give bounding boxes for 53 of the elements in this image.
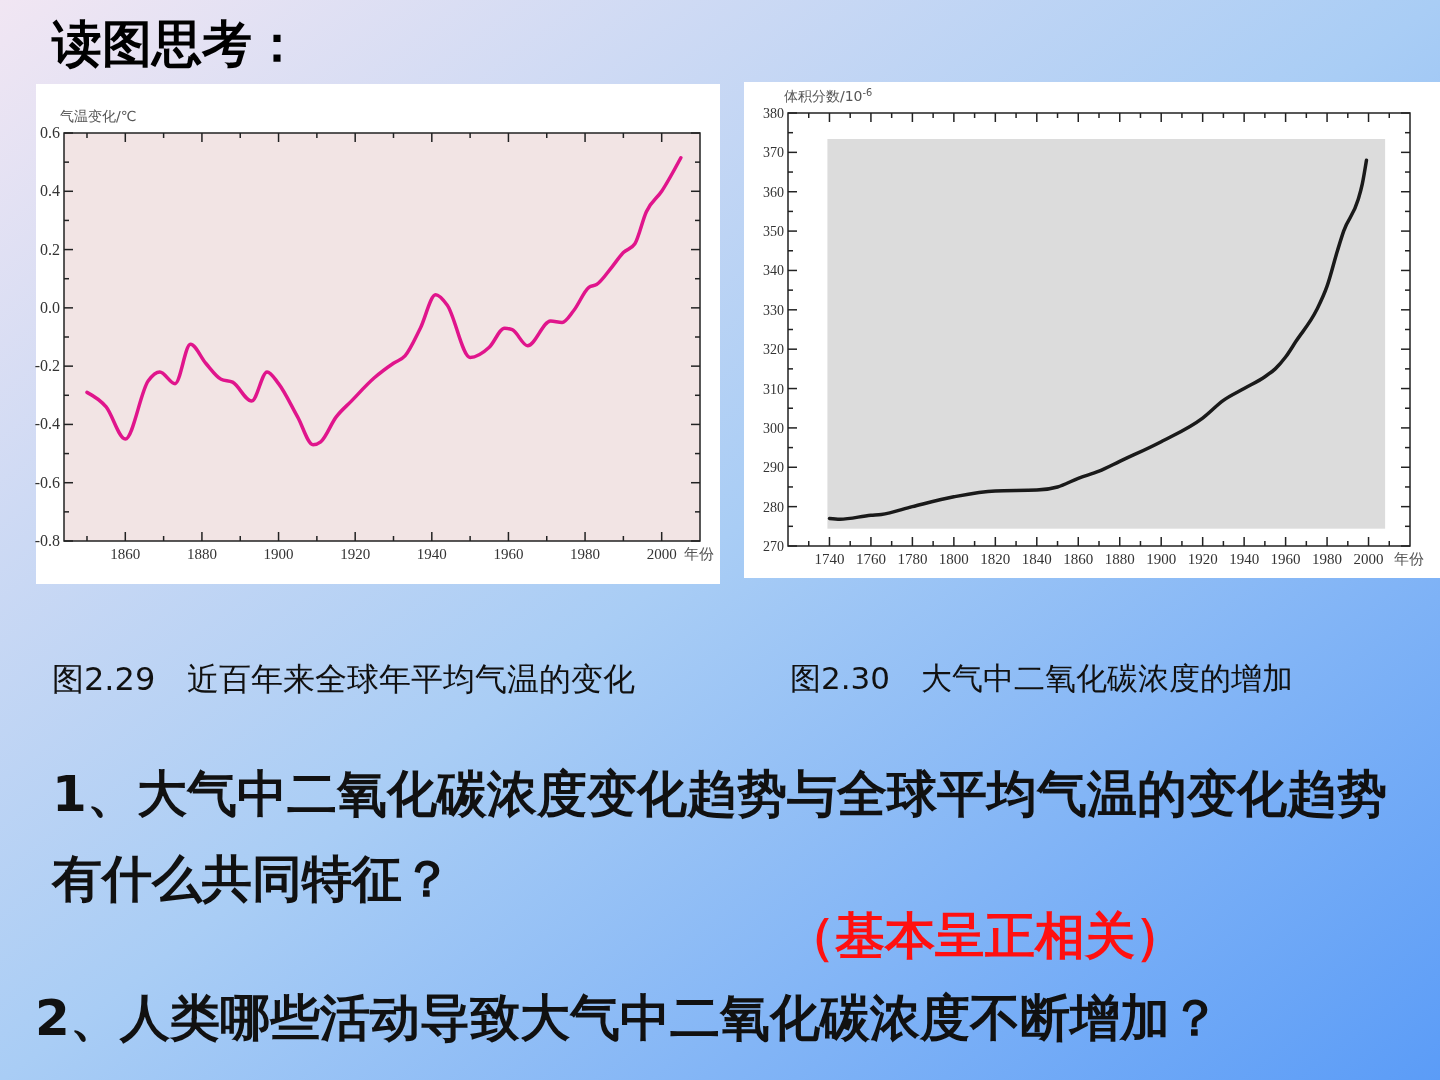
y-tick-label: 370	[763, 145, 784, 161]
x-tick-label: 2000	[1353, 551, 1384, 567]
x-tick-label: 1920	[340, 546, 371, 562]
y-tick-label: 310	[763, 381, 784, 397]
x-tick-label: 1920	[1187, 551, 1218, 567]
x-tick-label: 1960	[493, 546, 524, 562]
x-tick-label: 1820	[980, 551, 1011, 567]
x-tick-label: 1840	[1021, 551, 1052, 567]
x-tick-label: 1800	[938, 551, 969, 567]
x-tick-label: 1940	[1229, 551, 1260, 567]
x-tick-label: 1900	[1146, 551, 1177, 567]
text: 2、人类哪些活动导致大气中二氧化碳浓度不断增加？	[35, 988, 1220, 1048]
y-tick-label: -0.2	[34, 357, 60, 375]
x-tick-label: 1760	[855, 551, 886, 567]
x-tick-label: 1940	[416, 546, 447, 562]
y-tick-label: -0.6	[34, 473, 60, 491]
chart-title: 读图思考：	[52, 14, 302, 74]
y-tick-label: 270	[763, 539, 784, 554]
y-tick-label: 320	[763, 342, 784, 358]
x-tick-label: 1900	[263, 546, 294, 562]
x-axis-title: 年份	[1394, 550, 1424, 568]
x-tick-label: 1860	[1063, 551, 1094, 567]
y-tick-label: 280	[763, 499, 784, 515]
y-axis-title: 体积分数/10$^{-6}$	[784, 86, 873, 104]
x-tick-label: 1880	[186, 546, 217, 562]
x-axis-title: 年份	[684, 545, 714, 563]
x-tick-label: 1960	[1270, 551, 1301, 567]
y-tick-label: 0.0	[40, 298, 60, 316]
y-tick-label: 290	[763, 460, 784, 476]
x-tick-label: 1740	[814, 551, 845, 567]
y-tick-label: 300	[763, 420, 784, 436]
caption: 图2.30 大气中二氧化碳浓度的增加	[790, 660, 1295, 698]
y-tick-label: 360	[763, 184, 784, 200]
y-axis-title: 气温变化/℃	[60, 108, 137, 124]
x-tick-label: 1980	[1312, 551, 1343, 567]
x-tick-label: 1980	[570, 546, 601, 562]
y-tick-label: -0.4	[34, 415, 60, 433]
text: （基本呈正相关）	[785, 906, 1185, 966]
x-tick-label: 1880	[1104, 551, 1135, 567]
y-tick-label: 0.2	[40, 240, 60, 258]
y-tick-label: -0.8	[34, 532, 60, 549]
x-tick-label: 2000	[646, 546, 677, 562]
y-tick-label: 330	[763, 302, 784, 318]
caption: 图2.29 近百年来全球年平均气温的变化	[52, 660, 637, 699]
y-tick-label: 0.4	[40, 182, 60, 200]
line-series	[85, 156, 683, 447]
y-tick-label: 340	[763, 263, 784, 279]
y-tick-label: 380	[763, 106, 784, 121]
y-tick-label: 0.6	[40, 124, 60, 141]
text: 1、大气中二氧化碳浓度变化趋势与全球平均气温的变化趋势有什么共同特征？	[52, 765, 1387, 908]
x-tick-label: 1780	[897, 551, 928, 567]
x-tick-label: 1860	[110, 546, 141, 562]
y-tick-label: 350	[763, 224, 784, 240]
